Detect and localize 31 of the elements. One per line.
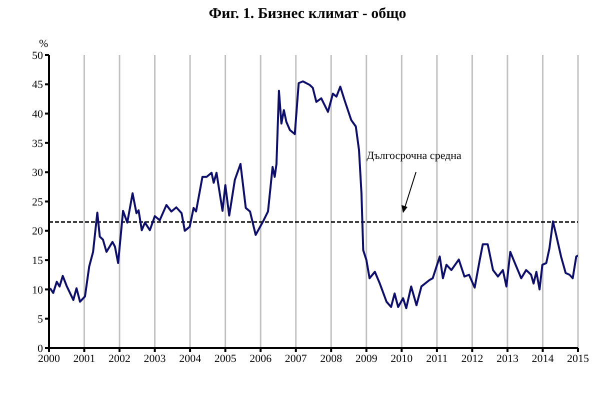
x-tick-label: 2001 (73, 352, 96, 365)
x-tick-label: 2015 (567, 352, 590, 365)
x-tick-label: 2010 (390, 352, 414, 365)
x-tick-label: 2011 (426, 352, 448, 365)
y-tick-label: 10 (32, 284, 44, 296)
x-tick-label: 2012 (461, 352, 484, 365)
x-tick-label: 2007 (284, 352, 308, 365)
y-tick-label: 30 (32, 167, 44, 180)
ref-line-label: Дългосрочна средна (366, 150, 462, 162)
y-tick-label: 0 (38, 342, 44, 355)
x-tick-label: 2014 (532, 352, 554, 365)
y-tick-label: 35 (32, 138, 44, 150)
y-tick-label: 50 (32, 50, 44, 62)
x-tick-label: 2004 (179, 352, 202, 365)
x-tick-label: 2013 (496, 352, 519, 365)
y-tick-label: 5 (38, 314, 44, 326)
y-axis-title: % (39, 38, 48, 50)
x-tick-label: 2000 (38, 352, 60, 365)
x-tick-label: 2006 (250, 352, 272, 365)
line-series (49, 80, 578, 310)
x-tick-label: 2005 (214, 352, 237, 365)
x-tick-label: 2003 (144, 352, 166, 365)
y-tick-label: 45 (32, 79, 44, 92)
y-tick-label: 20 (32, 226, 44, 238)
x-tick-label: 2009 (355, 352, 378, 365)
y-tick-label: 40 (32, 108, 44, 121)
y-tick-label: 25 (32, 196, 44, 208)
y-tick-label: 15 (32, 255, 44, 268)
x-tick-label: 2008 (320, 352, 343, 365)
chart-title: Фиг. 1. Бизнес климат - общо (208, 6, 408, 23)
x-tick-label: 2002 (108, 352, 131, 365)
